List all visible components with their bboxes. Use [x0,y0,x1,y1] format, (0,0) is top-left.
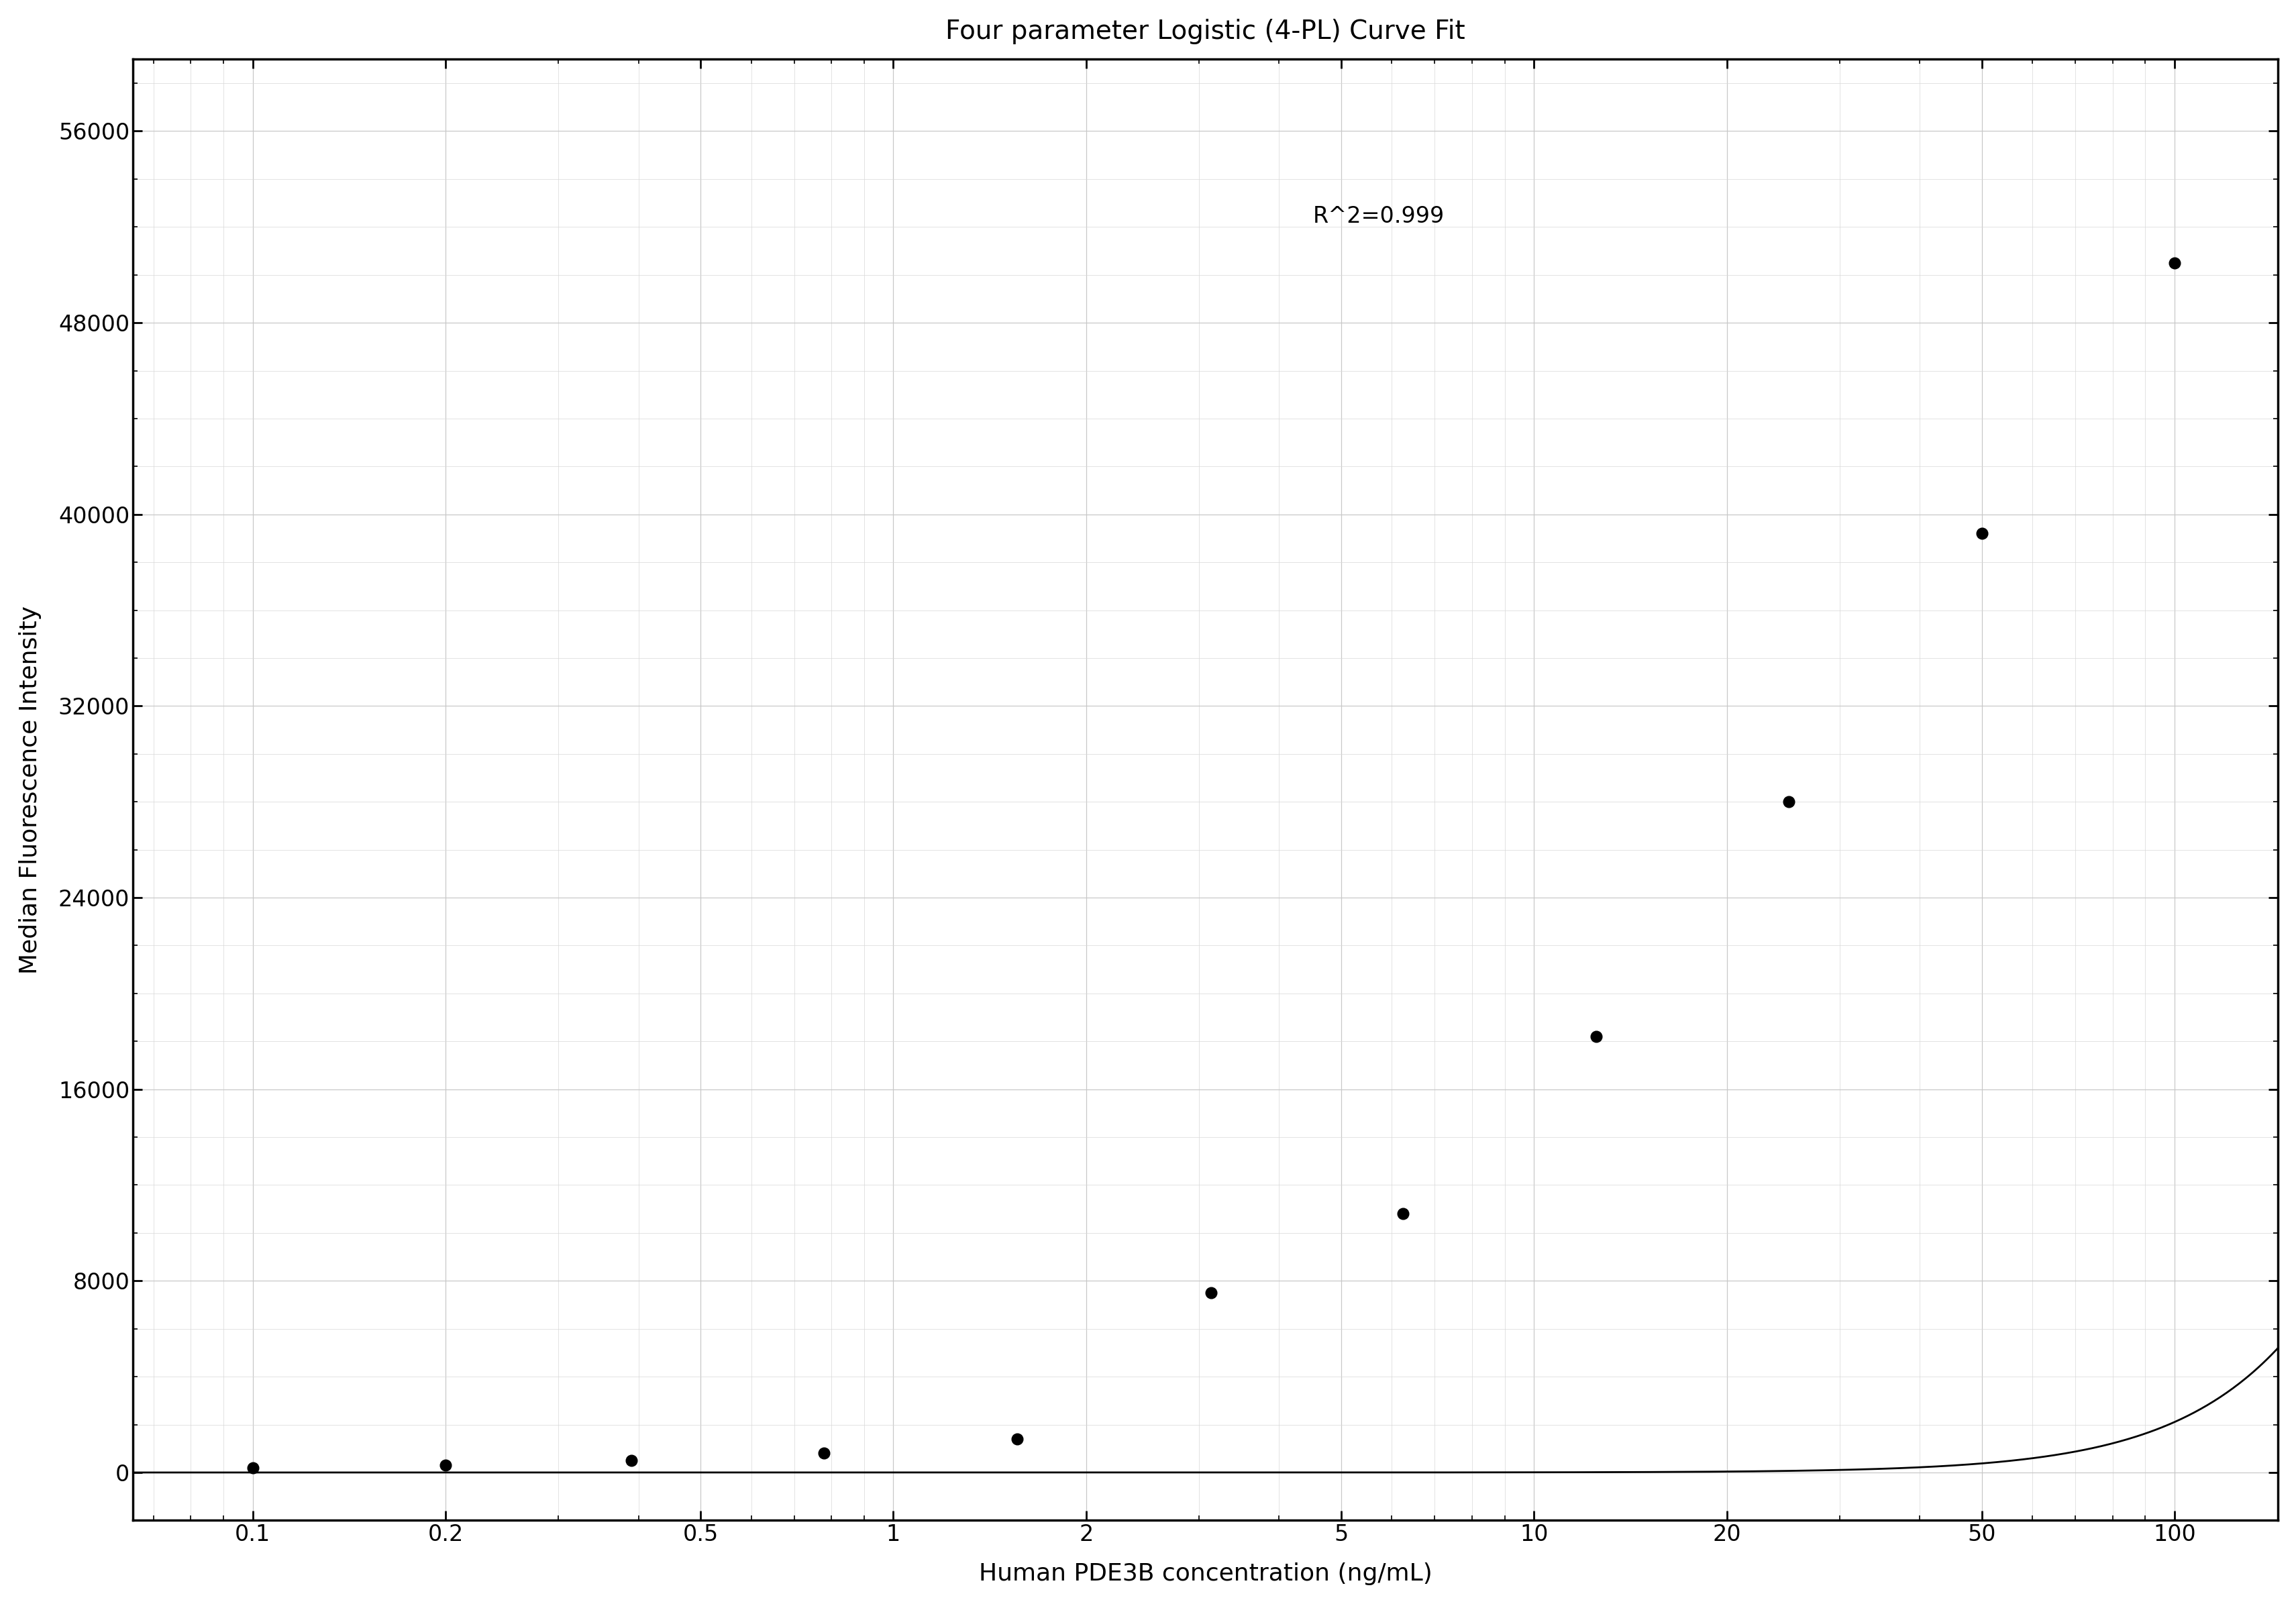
Y-axis label: Median Fluorescence Intensity: Median Fluorescence Intensity [18,606,41,974]
Title: Four parameter Logistic (4-PL) Curve Fit: Four parameter Logistic (4-PL) Curve Fit [946,19,1465,45]
X-axis label: Human PDE3B concentration (ng/mL): Human PDE3B concentration (ng/mL) [978,1562,1433,1585]
Text: R^2=0.999: R^2=0.999 [1313,205,1444,228]
